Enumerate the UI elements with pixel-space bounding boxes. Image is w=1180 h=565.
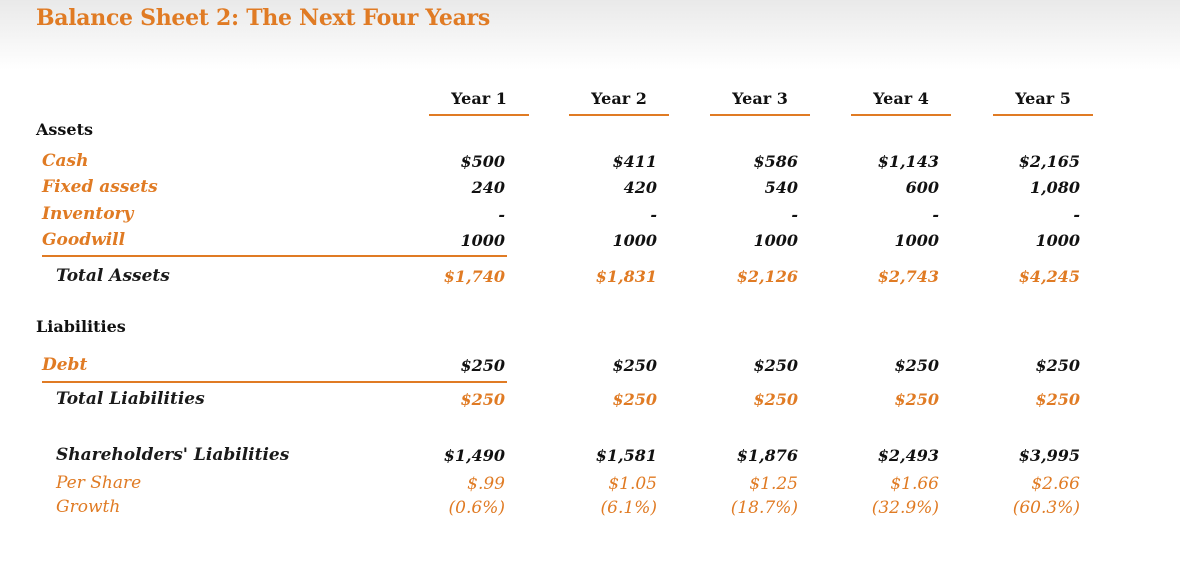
cell-total-liabilities: $250 (753, 390, 798, 409)
page-title: Balance Sheet 2: The Next Four Years (36, 5, 490, 31)
cell-inventory: - (650, 205, 657, 224)
cell-total-assets: $1,831 (595, 267, 657, 286)
cell-shareholders: $3,995 (1018, 446, 1080, 465)
cell-growth: (32.9%) (871, 498, 939, 518)
row-label-inventory: Inventory (42, 204, 134, 224)
year-header: Year 2 (591, 89, 647, 108)
cell-growth: (60.3%) (1012, 498, 1080, 518)
cell-cash: $500 (460, 152, 505, 171)
year-header-underline (569, 114, 669, 116)
year-header-underline (993, 114, 1093, 116)
row-label-fixed-assets: Fixed assets (42, 177, 158, 197)
cell-debt: $250 (612, 356, 657, 375)
year-header-underline (710, 114, 810, 116)
cell-goodwill: 1000 (753, 231, 798, 250)
cell-goodwill: 1000 (894, 231, 939, 250)
cell-total-assets: $4,245 (1018, 267, 1080, 286)
cell-total-liabilities: $250 (460, 390, 505, 409)
cell-fixed-assets: 420 (623, 178, 657, 197)
row-label-debt: Debt (42, 355, 88, 375)
cell-inventory: - (498, 205, 505, 224)
cell-cash: $1,143 (877, 152, 939, 171)
cell-growth: (0.6%) (448, 498, 505, 518)
cell-total-liabilities: $250 (894, 390, 939, 409)
cell-debt: $250 (460, 356, 505, 375)
cell-growth: (18.7%) (730, 498, 798, 518)
cell-debt: $250 (753, 356, 798, 375)
cell-shareholders: $1,876 (736, 446, 798, 465)
section-liabilities: Liabilities (36, 317, 126, 336)
cell-cash: $2,165 (1018, 152, 1080, 171)
cell-fixed-assets: 600 (905, 178, 939, 197)
cell-per-share: $2.66 (1031, 474, 1080, 494)
cell-inventory: - (791, 205, 798, 224)
cell-total-assets: $1,740 (443, 267, 505, 286)
row-label-growth: Growth (56, 497, 121, 517)
cell-total-liabilities: $250 (612, 390, 657, 409)
cell-inventory: - (932, 205, 939, 224)
year-header: Year 1 (451, 89, 507, 108)
cell-total-assets: $2,743 (877, 267, 939, 286)
year-header: Year 4 (873, 89, 929, 108)
cell-goodwill: 1000 (460, 231, 505, 250)
row-label-total-assets: Total Assets (56, 266, 170, 286)
section-assets: Assets (36, 120, 94, 139)
cell-per-share: $.99 (467, 474, 505, 494)
cell-shareholders: $1,581 (595, 446, 657, 465)
cell-inventory: - (1073, 205, 1080, 224)
cell-total-liabilities: $250 (1035, 390, 1080, 409)
cell-growth: (6.1%) (600, 498, 657, 518)
year-header-underline (851, 114, 951, 116)
cell-shareholders: $1,490 (443, 446, 505, 465)
cell-goodwill: 1000 (1035, 231, 1080, 250)
year-header: Year 3 (732, 89, 788, 108)
cell-cash: $586 (753, 152, 798, 171)
header-band (0, 0, 1180, 70)
cell-fixed-assets: 1,080 (1029, 178, 1080, 197)
cell-cash: $411 (612, 152, 657, 171)
cell-debt: $250 (1035, 356, 1080, 375)
assets-total-rule (42, 255, 507, 257)
year-header-underline (429, 114, 529, 116)
row-label-shareholders: Shareholders' Liabilities (56, 445, 290, 465)
cell-total-assets: $2,126 (736, 267, 798, 286)
cell-per-share: $1.25 (749, 474, 798, 494)
cell-per-share: $1.05 (608, 474, 657, 494)
row-label-goodwill: Goodwill (42, 230, 126, 250)
cell-fixed-assets: 240 (471, 178, 505, 197)
row-label-total-liabilities: Total Liabilities (56, 389, 205, 409)
cell-fixed-assets: 540 (764, 178, 798, 197)
year-header: Year 5 (1015, 89, 1071, 108)
row-label-per-share: Per Share (56, 473, 142, 493)
cell-per-share: $1.66 (890, 474, 939, 494)
cell-goodwill: 1000 (612, 231, 657, 250)
row-label-cash: Cash (42, 151, 89, 171)
liabilities-total-rule (42, 381, 507, 383)
cell-debt: $250 (894, 356, 939, 375)
cell-shareholders: $2,493 (877, 446, 939, 465)
